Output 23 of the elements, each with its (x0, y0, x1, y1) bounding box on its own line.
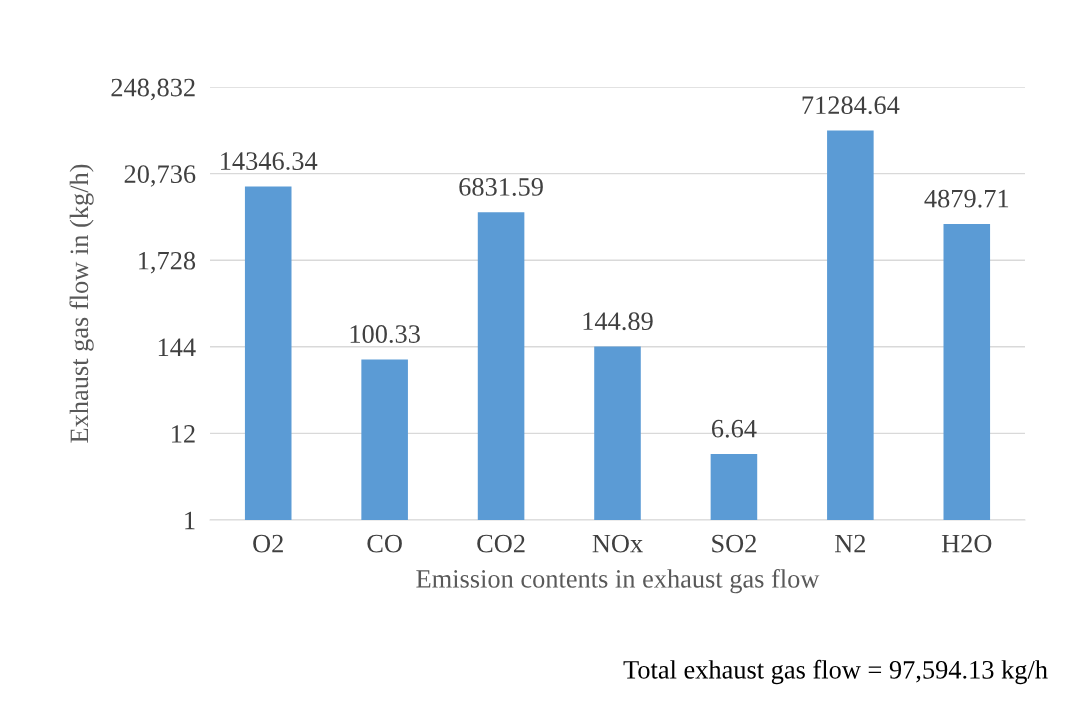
data-label: 14346.34 (221, 152, 318, 171)
data-label: 100.33 (350, 325, 420, 344)
data-label: 4879.71 (924, 189, 1009, 208)
data-label: 6831.59 (459, 178, 543, 196)
data-label: 6.64 (711, 419, 757, 438)
y-tick-label: 12 (172, 425, 195, 443)
y-tick-label: 144 (158, 338, 196, 356)
x-tick-label: NOx (592, 534, 643, 553)
x-axis-title: Emission contents in exhaust gas flow (416, 568, 820, 594)
y-tick-label: 1 (185, 511, 195, 530)
y-axis-title: Exhaust gas flow in (kg/h) (69, 164, 94, 443)
x-tick-label: CO2 (477, 534, 525, 553)
y-tick-label: 1,728 (139, 251, 196, 274)
data-label: 144.89 (583, 312, 653, 331)
data-label: 71284.64 (802, 96, 900, 115)
y-tick-label: 248,832 (111, 78, 195, 101)
x-tick-label: N2 (834, 534, 866, 553)
x-tick-label: H2O (941, 534, 992, 553)
x-tick-label: O2 (253, 534, 283, 553)
text: Total exhaust gas flow = 97,594.13 kg/h (623, 659, 1048, 685)
x-tick-label: CO (367, 534, 402, 553)
x-tick-label: SO2 (712, 534, 756, 553)
y-tick-label: 20,736 (124, 165, 196, 187)
